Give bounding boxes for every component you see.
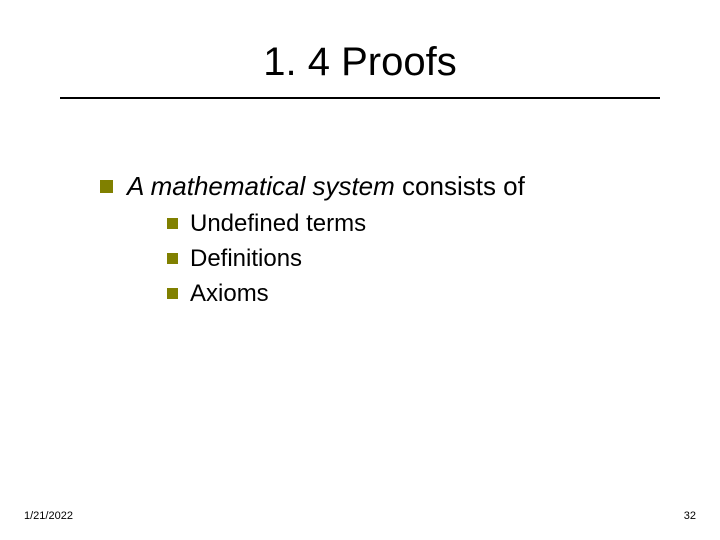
square-bullet-icon [167, 253, 178, 264]
sub-item-label: Undefined terms [190, 208, 366, 239]
sub-item-label: Definitions [190, 243, 302, 274]
slide: 1. 4 Proofs A mathematical system consis… [0, 0, 720, 540]
body-block: A mathematical system consists of Undefi… [100, 170, 660, 311]
sub-item-label: Axioms [190, 278, 269, 309]
sub-item: Undefined terms [167, 208, 525, 239]
square-bullet-icon [167, 288, 178, 299]
intro-rest: consists of [395, 171, 525, 201]
square-bullet-icon [167, 218, 178, 229]
hollow-square-bullet-icon [100, 180, 113, 193]
top-level-content: A mathematical system consists of Undefi… [127, 170, 525, 309]
sub-list: Undefined terms Definitions Axioms [167, 208, 525, 310]
title-block: 1. 4 Proofs [60, 40, 660, 99]
intro-italic: A mathematical system [127, 171, 395, 201]
sub-item: Axioms [167, 278, 525, 309]
top-level-item: A mathematical system consists of Undefi… [100, 170, 660, 309]
footer-slide-number: 32 [684, 510, 696, 522]
sub-item: Definitions [167, 243, 525, 274]
intro-line: A mathematical system consists of [127, 170, 525, 204]
footer-date: 1/21/2022 [24, 510, 73, 522]
slide-title: 1. 4 Proofs [60, 40, 660, 99]
